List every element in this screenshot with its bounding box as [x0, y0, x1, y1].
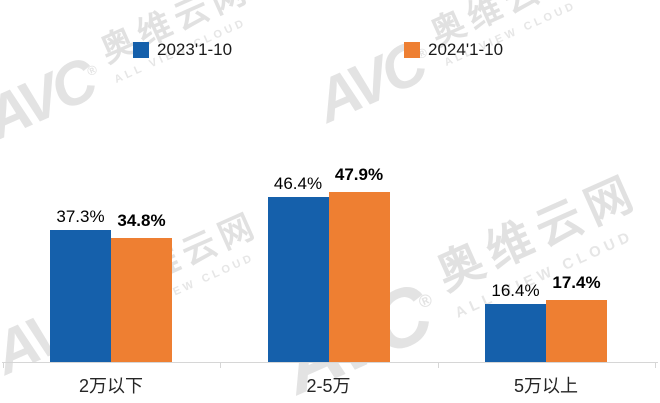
category-label: 5万以上	[513, 376, 579, 396]
x-axis-line	[2, 362, 658, 363]
legend-label-2023: 2023'1-10	[157, 40, 233, 59]
bar-2024'1-10-2-5万	[328, 192, 390, 362]
category-label: 2万以下	[78, 376, 144, 396]
bar-2024'1-10-5万以上	[546, 300, 607, 362]
data-label: 47.9%	[334, 165, 384, 184]
axis-tick	[655, 362, 656, 368]
axis-tick	[220, 362, 221, 368]
legend-item-2024: 2024'1-10	[404, 40, 503, 60]
data-label: 37.3%	[56, 207, 105, 226]
axis-tick	[2, 362, 4, 368]
category-label: 2-5万	[306, 376, 351, 396]
legend-item-2023: 2023'1-10	[133, 40, 232, 60]
data-label: 17.4%	[552, 273, 601, 292]
bar-2024'1-10-2万以下	[111, 238, 172, 362]
data-label: 34.8%	[117, 211, 166, 230]
bar-2023'1-10-2万以下	[50, 230, 111, 362]
bar-2023'1-10-5万以上	[485, 304, 546, 362]
data-label: 46.4%	[273, 174, 323, 193]
legend-swatch-2023	[133, 42, 149, 58]
axis-tick	[437, 362, 439, 368]
legend-label-2024: 2024'1-10	[428, 40, 504, 59]
bar-2023'1-10-2-5万	[267, 197, 329, 362]
data-label: 16.4%	[491, 281, 540, 300]
legend-swatch-2024	[404, 42, 420, 58]
